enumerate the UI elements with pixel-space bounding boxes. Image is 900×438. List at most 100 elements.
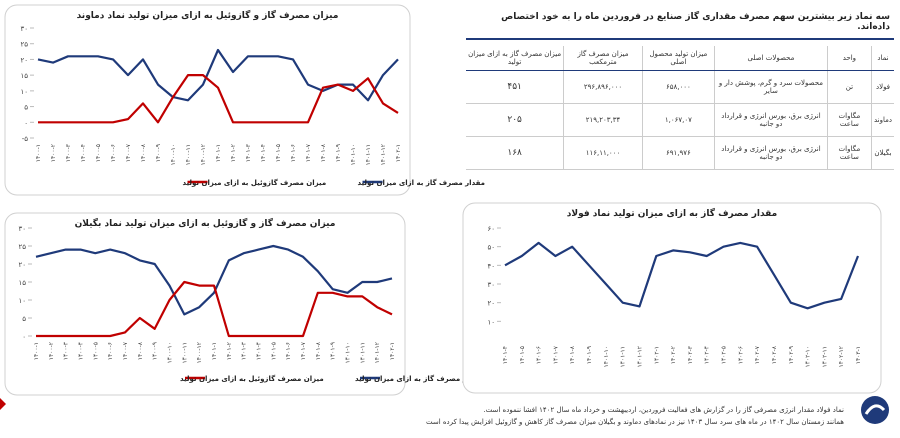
y-tick-label: ۱۰	[18, 297, 26, 305]
x-tick-label: ۱۴۰۰-۷	[122, 341, 129, 360]
chart-panel	[4, 212, 406, 396]
x-tick-label: ۱۴۰۱-۱۰	[603, 346, 610, 368]
x-tick-label: ۱۴۰۱-۱	[211, 342, 218, 360]
x-tick-label: ۱۴۰۱-۴	[256, 342, 263, 360]
table-row: دماوند مگاوات ساعت انرژی برق، بورس انرژی و…	[466, 103, 894, 137]
x-tick-label: ۱۴۰۱-۵	[270, 342, 277, 360]
x-tick-label: ۱۴۰۰-۶	[107, 342, 114, 360]
chart-title: میزان مصرف گاز و گازوئیل به ازای میزان ت…	[75, 217, 336, 229]
x-tick-label: ۱۴۰۱-۱۰	[345, 342, 352, 364]
table-cell: ۲۱۹,۲۰۳,۳۴	[563, 103, 643, 137]
y-tick-label: ۱۰	[487, 318, 495, 326]
x-tick-label: ۱۴۰۱-۷	[300, 341, 307, 360]
x-tick-label: ۱۴۰۱-۹	[335, 144, 342, 162]
table-header-cell: میزان مصرف گاز مترمکعب	[563, 46, 643, 71]
x-tick-label: ۱۴۰۰-۱۰	[167, 342, 174, 364]
x-tick-label: ۱۴۰۲-۱۱	[821, 346, 828, 368]
table-panel: سه نماد زیر بیشترین سهم مصرف مقداری گاز …	[466, 8, 894, 170]
note: همانند زمستان سال ۱۴۰۲ در ماه های سرد سا…	[425, 418, 844, 426]
y-tick-label: ۵۰	[487, 244, 495, 252]
y-tick-label: ۳۰	[487, 281, 495, 289]
table-cell: محصولات سرد و گرم، پوشش دار و سایر	[714, 70, 828, 104]
x-tick-label: ۱۴۰۱-۴	[502, 346, 509, 364]
table-header: نماد واحد محصولات اصلی میزان تولید محصول اص…	[466, 46, 894, 71]
x-tick-label: ۱۴۰۰-۳	[63, 341, 70, 360]
table-cell: ۱۶۸	[466, 136, 565, 170]
table-header-cell: میزان تولید محصول اصلی	[642, 46, 716, 71]
table-cell: ۲۰۵	[466, 103, 565, 137]
notes: نماد فولاد مقدار انرژی مصرفی گاز را در گ…	[374, 404, 844, 428]
x-tick-label: ۱۴۰۰-۳	[65, 143, 72, 162]
table-cell: انرژی برق، بورس انرژی و قرارداد دو جانبه	[714, 103, 828, 137]
x-tick-label: ۱۴۰۰-۷	[125, 143, 132, 162]
table-header-cell: واحد	[827, 46, 872, 71]
x-tick-label: ۱۴۰۲-۴	[704, 346, 711, 364]
chart-title: مقدار مصرف گاز به ازای میزان تولید نماد …	[567, 207, 777, 219]
table-cell: ۱۱۶,۱۱,۰۰۰	[563, 136, 643, 170]
x-tick-label: ۱۴۰۰-۹	[155, 144, 162, 162]
x-tick-label: ۱۴۰۱-۶	[536, 346, 543, 364]
table-cell: ۴۵۱	[466, 70, 565, 104]
x-tick-label: ۱۴۰۰-۱	[35, 144, 42, 162]
x-tick-label: ۱۴۰۲-۱	[395, 144, 402, 162]
x-tick-label: ۱۴۰۱-۶	[290, 144, 297, 162]
x-tick-label: ۱۴۰۱-۱۱	[359, 342, 366, 364]
y-tick-label: ۲۵	[18, 243, 26, 251]
table-body: فولاد تن محصولات سرد و گرم، پوشش دار و سای…	[466, 70, 894, 170]
table-cell: فولاد	[871, 70, 894, 104]
x-tick-label: ۱۴۰۲-۳	[687, 345, 694, 364]
table-row: بگیلان مگاوات ساعت انرژی برق، بورس انرژی و…	[466, 136, 894, 170]
legend-label: مقدار مصرف گاز به ازای میزان تولید	[355, 374, 483, 383]
y-tick-label: ۵	[24, 104, 28, 112]
x-tick-label: ۱۴۰۲-۷	[754, 345, 761, 364]
note: نماد فولاد مقدار انرژی مصرفی گاز را در گ…	[483, 406, 844, 414]
x-tick-label: ۱۴۰۰-۵	[95, 144, 102, 162]
y-tick-label: ۱۰	[20, 88, 28, 96]
x-tick-label: ۱۴۰۲-۱۲	[838, 346, 845, 368]
x-tick-label: ۱۴۰۱-۹	[586, 346, 593, 364]
x-tick-label: ۱۴۰۰-۱۲	[200, 144, 207, 166]
x-tick-label: ۱۴۰۱-۶	[285, 342, 292, 360]
x-tick-label: ۱۴۰۲-۲	[670, 346, 677, 364]
table-cell: ۲۹۶,۸۹۶,۰۰۰	[563, 70, 643, 104]
x-tick-label: ۱۴۰۱-۵	[519, 346, 526, 364]
logo-mark	[864, 404, 886, 415]
x-tick-label: ۱۴۰۲-۹	[788, 346, 795, 364]
table: نماد واحد محصولات اصلی میزان تولید محصول اص…	[466, 46, 894, 170]
x-tick-label: ۱۴۰۱-۷	[305, 143, 312, 162]
table-cell: دماوند	[871, 103, 894, 137]
x-tick-label: ۱۴۰۱-۲	[230, 144, 237, 162]
legend-label: میزان مصرف گازوئیل به ازای میزان تولید	[180, 374, 324, 383]
x-tick-label: ۱۴۰۲-۱۰	[805, 346, 812, 368]
x-tick-label: ۱۴۰۰-۴	[80, 144, 87, 162]
x-tick-label: ۱۴۰۱-۸	[569, 345, 576, 364]
table-cell: ۱,۰۶۷,۰۷	[642, 103, 716, 137]
table-cell: ۶۹۱,۹۷۶	[642, 136, 716, 170]
x-tick-label: ۱۴۰۰-۱۲	[196, 342, 203, 364]
x-tick-label: ۱۴۰۱-۹	[330, 342, 337, 360]
series-line	[38, 74, 399, 124]
x-tick-label: ۱۴۰۱-۱۰	[350, 144, 357, 166]
y-tick-label: ۰	[24, 119, 28, 127]
table-cell: ۶۵۸,۰۰۰	[642, 70, 716, 104]
x-tick-label: ۱۴۰۰-۱۱	[181, 342, 188, 364]
legend-label: مقدار مصرف گاز به ازای میزان تولید	[358, 178, 486, 187]
x-tick-label: ۱۴۰۰-۸	[140, 143, 147, 162]
x-tick-label: ۱۴۰۲-۱	[389, 342, 396, 360]
y-tick-label: ۱۵	[20, 72, 28, 80]
x-tick-label: ۱۴۰۱-۸	[315, 341, 322, 360]
x-tick-label: ۱۴۰۱-۱۲	[380, 144, 387, 166]
series-line	[504, 241, 860, 310]
x-tick-label: ۱۴۰۱-۱۲	[636, 346, 643, 368]
x-tick-label: ۱۴۰۱-۱	[215, 144, 222, 162]
table-header-cell: میزان مصرف گاز به ازای میزان تولید	[466, 46, 565, 71]
x-tick-label: ۱۴۰۰-۲	[50, 144, 57, 162]
y-tick-label: ۲۰	[18, 261, 26, 269]
y-tick-label: ۲۵	[20, 41, 28, 49]
x-tick-label: ۱۴۰۰-۱	[33, 342, 40, 360]
x-tick-label: ۱۴۰۲-۸	[771, 345, 778, 364]
y-tick-label: ۲۰	[20, 56, 28, 64]
y-tick-label: ۶۰	[487, 225, 495, 233]
